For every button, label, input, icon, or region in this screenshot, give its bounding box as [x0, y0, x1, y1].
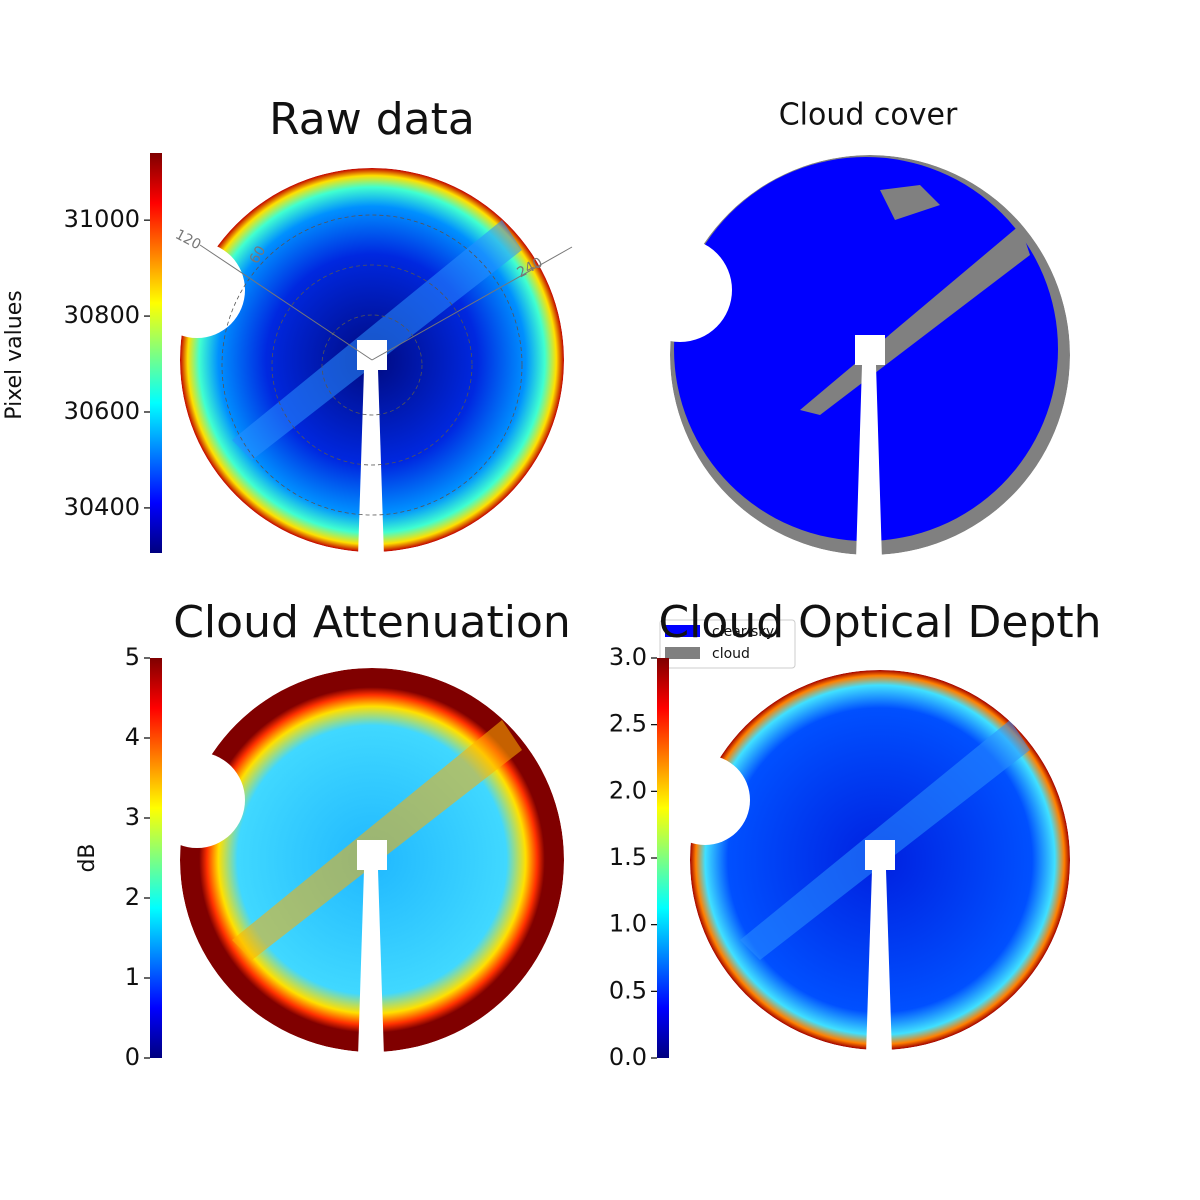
colorbar-tick-label: 31000 — [64, 205, 140, 233]
colorbar-tick-label: 30600 — [64, 397, 140, 425]
legend-swatch — [665, 647, 700, 659]
panel-title: Cloud Optical Depth — [658, 597, 1101, 648]
cloud-band — [800, 225, 1030, 415]
colorbar-tick-label: 2.0 — [609, 776, 647, 804]
colorbar-tick-label: 1.5 — [609, 843, 647, 871]
colorbar-label: Pixel values — [2, 290, 27, 419]
mast — [866, 870, 892, 1055]
colorbar-tick-label: 0.5 — [609, 976, 647, 1004]
colorbar — [150, 658, 162, 1058]
colorbar-tick-label: 2.5 — [609, 710, 647, 738]
mast-head — [357, 840, 387, 870]
colorbar-tick-label: 0 — [125, 1043, 140, 1071]
colorbar-tick-label: 3.0 — [609, 643, 647, 671]
legend-swatch — [665, 625, 700, 637]
polar-spoke — [199, 244, 373, 361]
colorbar-tick-label: 1 — [125, 963, 140, 991]
mast — [856, 365, 882, 560]
mast — [358, 870, 384, 1057]
polar-label: 120 — [172, 227, 203, 254]
polar-ring — [221, 214, 523, 516]
legend-label: clear sky — [712, 624, 774, 640]
legend-label: cloud — [712, 646, 750, 662]
colorbar-tick-label: 1.0 — [609, 910, 647, 938]
colorbar-label: dB — [75, 843, 100, 872]
panel-title: Cloud cover — [779, 98, 958, 133]
polar-label: 60 — [247, 243, 270, 266]
colorbar-tick-label: 30400 — [64, 493, 140, 521]
colorbar — [150, 153, 162, 553]
mast-head — [855, 335, 885, 365]
mast — [358, 370, 384, 557]
mast-head — [357, 340, 387, 370]
polar-ring — [271, 264, 473, 466]
panel-title: Raw data — [269, 94, 475, 145]
polar-ring — [321, 314, 423, 416]
colorbar-tick-label: 0.0 — [609, 1043, 647, 1071]
panel-title: Cloud Attenuation — [173, 597, 571, 648]
colorbar-tick-label: 30800 — [64, 301, 140, 329]
colorbar-tick-label: 2 — [125, 883, 140, 911]
mast-head — [865, 840, 895, 870]
polar-spoke — [371, 246, 573, 361]
cloud-patch — [880, 185, 940, 220]
colorbar — [657, 658, 669, 1058]
colorbar-tick-label: 5 — [125, 643, 140, 671]
colorbar-tick-label: 3 — [125, 803, 140, 831]
colorbar-tick-label: 4 — [125, 723, 140, 751]
